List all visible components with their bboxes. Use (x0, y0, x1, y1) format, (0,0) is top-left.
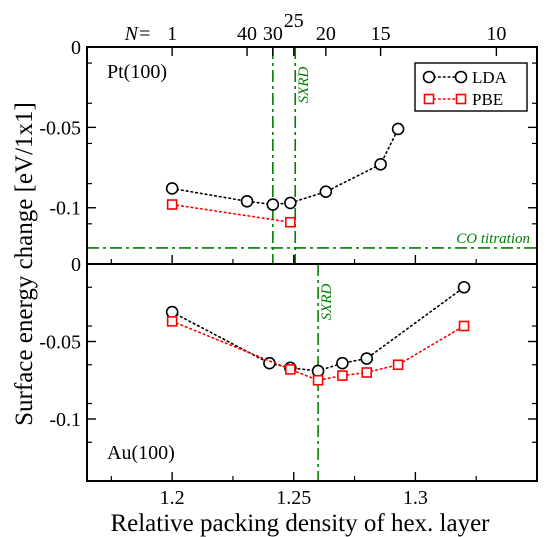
ytick-label-0-1: -0.05 (39, 117, 81, 139)
point-pbe-0-0 (166, 199, 178, 210)
ytick-label-1-2: -0.1 (49, 409, 81, 431)
legend-marker-1-1 (455, 93, 467, 105)
point-lda-0-6 (391, 122, 405, 136)
top-tick-label-4: 20 (316, 23, 336, 45)
point-lda-0-5 (374, 158, 387, 171)
series-line-pbe-0 (171, 203, 292, 223)
point-pbe-1-6 (458, 320, 470, 332)
point-lda-0-4 (319, 185, 333, 198)
point-pbe-1-1 (285, 364, 296, 375)
point-pbe-1-3 (337, 370, 348, 381)
top-tick-label-6: 10 (486, 23, 506, 45)
legend-marker-0-1 (454, 70, 468, 84)
vline-label-0-1: SXRD (296, 67, 312, 104)
point-pbe-0-1 (285, 216, 296, 228)
ytick-label-1-0: 0 (71, 254, 81, 276)
point-lda-0-1 (240, 195, 254, 208)
point-pbe-1-2 (312, 374, 324, 386)
point-lda-0-3 (284, 196, 297, 210)
top-tick-label-0: 1 (167, 23, 177, 45)
top-tick-label-3: 25 (284, 10, 304, 32)
xtick-label-1: 1.25 (276, 487, 311, 509)
point-lda-1-5 (360, 352, 374, 365)
x-axis-title: Relative packing density of hex. layer (110, 510, 490, 537)
point-lda-1-3 (311, 364, 325, 378)
panel-label-0: Pt(100) (107, 61, 167, 83)
panel-label-1: Au(100) (107, 442, 175, 464)
ytick-label-0-0: 0 (71, 37, 81, 59)
hline-label-0-0: CO titration (456, 231, 530, 247)
ytick-label-0-2: -0.1 (49, 198, 81, 220)
y-axis-title: Surface energy change [eV/1x1] (11, 102, 38, 426)
point-pbe-1-0 (166, 316, 178, 327)
legend-label-0: LDA (472, 68, 508, 87)
point-lda-0-2 (266, 198, 280, 211)
point-pbe-1-4 (361, 367, 373, 378)
text-layer: CO titration SXRD 0 -0.05 -0.1 Pt(100) SXRD 0 -0… (11, 10, 530, 537)
panel-frame-1 (86, 263, 538, 482)
top-tick-label-5: 15 (371, 23, 391, 45)
ytick-label-1-1: -0.05 (39, 332, 81, 354)
xtick-label-0: 1.2 (160, 487, 185, 509)
top-tick-label-2: 30 (263, 23, 283, 45)
series-layer (165, 122, 471, 386)
top-axis-prefix: N= (124, 23, 152, 45)
point-pbe-1-5 (392, 359, 404, 371)
legend-marker-1-0 (423, 93, 435, 105)
point-lda-0-0 (165, 182, 179, 195)
legend-marker-0-0 (422, 70, 436, 84)
xtick-label-2: 1.3 (403, 487, 428, 509)
point-lda-1-0 (165, 305, 179, 319)
point-lda-1-6 (457, 280, 471, 294)
legend-label-1: PBE (472, 90, 503, 109)
vline-label-1-0: SXRD (319, 284, 335, 321)
point-lda-1-4 (336, 356, 349, 370)
top-tick-label-1: 40 (237, 23, 257, 45)
axes-layer (86, 46, 538, 482)
